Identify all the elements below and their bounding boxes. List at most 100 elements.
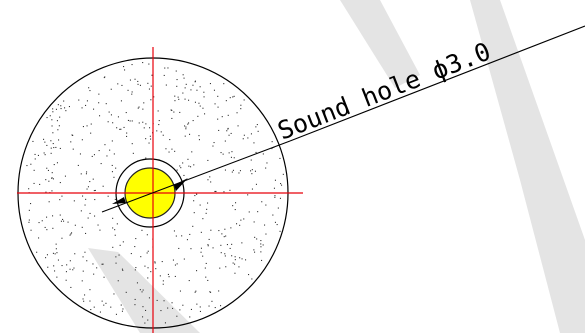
- stipple-dot: [260, 246, 262, 248]
- stipple-dot: [229, 97, 231, 99]
- stipple-dot: [167, 67, 169, 69]
- stipple-dot: [139, 289, 141, 291]
- stipple-dot: [248, 274, 250, 276]
- stipple-dot: [69, 268, 71, 270]
- stipple-dot: [33, 182, 35, 184]
- stipple-dot: [150, 271, 152, 273]
- stipple-dot: [52, 111, 54, 113]
- stipple-dot: [56, 276, 58, 278]
- stipple-dot: [111, 171, 113, 173]
- stipple-dot: [184, 98, 186, 100]
- stipple-dot: [182, 74, 184, 76]
- stipple-dot: [226, 130, 228, 132]
- stipple-dot: [178, 98, 180, 100]
- stipple-dot: [261, 201, 263, 203]
- stipple-dot: [134, 304, 136, 306]
- stipple-dot: [230, 227, 232, 229]
- stipple-dot: [114, 234, 116, 236]
- stipple-dot: [279, 230, 281, 232]
- stipple-dot: [107, 121, 109, 123]
- stipple-dot: [81, 139, 83, 141]
- stipple-dot: [176, 263, 178, 265]
- stipple-dot: [193, 164, 195, 166]
- stipple-dot: [188, 165, 190, 167]
- stipple-dot: [253, 249, 255, 251]
- stipple-dot: [238, 172, 240, 174]
- stipple-dot: [72, 148, 74, 150]
- stipple-dot: [250, 133, 252, 135]
- stipple-dot: [163, 300, 165, 302]
- stipple-dot: [257, 211, 259, 213]
- stipple-dot: [277, 207, 279, 209]
- stipple-dot: [238, 266, 240, 268]
- stipple-dot: [48, 180, 50, 182]
- stipple-dot: [51, 190, 53, 192]
- stipple-dot: [132, 152, 134, 154]
- stipple-dot: [183, 258, 185, 260]
- stipple-dot: [203, 91, 205, 93]
- stipple-dot: [218, 129, 220, 131]
- stipple-dot: [113, 153, 115, 155]
- stipple-dot: [57, 104, 59, 106]
- stipple-dot: [93, 154, 95, 156]
- stipple-dot: [120, 304, 122, 306]
- stipple-dot: [98, 93, 100, 95]
- stipple-dot: [144, 322, 146, 324]
- stipple-dot: [70, 286, 72, 288]
- stipple-dot: [94, 199, 96, 201]
- stipple-dot: [182, 162, 184, 164]
- stipple-dot: [194, 101, 196, 103]
- stipple-dot: [72, 269, 74, 271]
- stipple-dot: [58, 125, 60, 127]
- stipple-dot: [135, 238, 137, 240]
- stipple-dot: [85, 198, 87, 200]
- stipple-dot: [232, 262, 234, 264]
- stipple-dot: [88, 87, 90, 89]
- stipple-dot: [50, 147, 52, 149]
- stipple-dot: [251, 278, 253, 280]
- stipple-dot: [64, 175, 66, 177]
- stipple-dot: [46, 144, 48, 146]
- stipple-dot: [120, 128, 122, 130]
- stipple-dot: [104, 144, 106, 146]
- stipple-dot: [134, 269, 136, 271]
- stipple-dot: [46, 254, 48, 256]
- stipple-dot: [212, 145, 214, 147]
- stipple-dot: [154, 262, 156, 264]
- stipple-dot: [227, 127, 229, 129]
- stipple-dot: [176, 315, 178, 317]
- stipple-dot: [137, 83, 139, 85]
- stipple-dot: [255, 126, 257, 128]
- stipple-dot: [162, 283, 164, 285]
- stipple-dot: [228, 152, 230, 154]
- stipple-dot: [34, 153, 36, 155]
- stipple-dot: [145, 138, 147, 140]
- stipple-dot: [50, 140, 52, 142]
- stipple-dot: [82, 126, 84, 128]
- stipple-dot: [38, 222, 40, 224]
- stipple-dot: [157, 110, 159, 112]
- stipple-dot: [214, 307, 216, 309]
- stipple-dot: [172, 259, 174, 261]
- stipple-dot: [243, 218, 245, 220]
- stipple-dot: [109, 149, 111, 151]
- stipple-dot: [129, 120, 131, 122]
- stipple-dot: [112, 246, 114, 248]
- stipple-dot: [147, 267, 149, 269]
- stipple-dot: [242, 138, 244, 140]
- stipple-dot: [86, 171, 88, 173]
- stipple-dot: [138, 122, 140, 124]
- stipple-dot: [142, 306, 144, 308]
- stipple-dot: [145, 123, 147, 125]
- stipple-dot: [117, 280, 119, 282]
- stipple-dot: [229, 189, 231, 191]
- stipple-dot: [178, 247, 180, 249]
- stipple-dot: [43, 138, 45, 140]
- stipple-dot: [231, 255, 233, 257]
- stipple-dot: [96, 267, 98, 269]
- stipple-dot: [165, 84, 167, 86]
- stipple-dot: [137, 107, 139, 109]
- stipple-dot: [102, 263, 104, 265]
- stipple-dot: [189, 316, 191, 318]
- stipple-dot: [117, 83, 119, 85]
